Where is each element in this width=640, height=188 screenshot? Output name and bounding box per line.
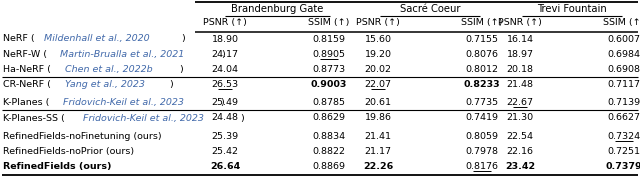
Text: K-Planes-SS (: K-Planes-SS ( xyxy=(3,114,65,123)
Text: 26.53: 26.53 xyxy=(211,80,239,89)
Text: PSNR (↑): PSNR (↑) xyxy=(356,18,400,27)
Text: 26.64: 26.64 xyxy=(210,162,240,171)
Text: 0.8822: 0.8822 xyxy=(312,147,346,156)
Text: 25.39: 25.39 xyxy=(211,132,239,141)
Text: 0.8629: 0.8629 xyxy=(312,114,346,123)
Text: 18.97: 18.97 xyxy=(506,50,534,59)
Text: Chen et al., 2022b: Chen et al., 2022b xyxy=(65,65,153,74)
Text: PSNR (↑): PSNR (↑) xyxy=(498,18,542,27)
Text: 20.02: 20.02 xyxy=(365,65,392,74)
Text: 0.8773: 0.8773 xyxy=(312,65,346,74)
Text: RefinedFields-noPrior (ours): RefinedFields-noPrior (ours) xyxy=(3,147,134,156)
Text: NeRF (: NeRF ( xyxy=(3,35,35,43)
Text: 22.26: 22.26 xyxy=(363,162,393,171)
Text: 20.18: 20.18 xyxy=(506,65,534,74)
Text: NeRF-W (: NeRF-W ( xyxy=(3,50,47,59)
Text: Ha-NeRF (: Ha-NeRF ( xyxy=(3,65,51,74)
Text: 22.67: 22.67 xyxy=(506,98,534,107)
Text: 0.7324: 0.7324 xyxy=(607,132,640,141)
Text: 0.7139: 0.7139 xyxy=(607,98,640,107)
Text: Fridovich-Keil et al., 2023: Fridovich-Keil et al., 2023 xyxy=(63,98,184,107)
Text: 19.20: 19.20 xyxy=(365,50,392,59)
Text: Trevi Fountain: Trevi Fountain xyxy=(537,4,607,14)
Text: 0.7735: 0.7735 xyxy=(465,98,499,107)
Text: RefinedFields (ours): RefinedFields (ours) xyxy=(3,162,111,171)
Text: Martin-Brualla et al., 2021: Martin-Brualla et al., 2021 xyxy=(60,50,184,59)
Text: 0.8233: 0.8233 xyxy=(464,80,500,89)
Text: 0.8905: 0.8905 xyxy=(312,50,346,59)
Text: ): ) xyxy=(181,35,185,43)
Text: 22.54: 22.54 xyxy=(506,132,534,141)
Text: 0.8159: 0.8159 xyxy=(312,35,346,43)
Text: 22.07: 22.07 xyxy=(365,80,392,89)
Text: 0.9003: 0.9003 xyxy=(311,80,347,89)
Text: 0.8834: 0.8834 xyxy=(312,132,346,141)
Text: 0.8012: 0.8012 xyxy=(465,65,499,74)
Text: 18.90: 18.90 xyxy=(211,35,239,43)
Text: 0.8785: 0.8785 xyxy=(312,98,346,107)
Text: 25.42: 25.42 xyxy=(211,147,239,156)
Text: 0.6984: 0.6984 xyxy=(607,50,640,59)
Text: 0.6908: 0.6908 xyxy=(607,65,640,74)
Text: 0.7419: 0.7419 xyxy=(465,114,499,123)
Text: 24.04: 24.04 xyxy=(211,65,239,74)
Text: 0.7117: 0.7117 xyxy=(607,80,640,89)
Text: 21.30: 21.30 xyxy=(506,114,534,123)
Text: 0.6627: 0.6627 xyxy=(607,114,640,123)
Text: 21.48: 21.48 xyxy=(506,80,534,89)
Text: ): ) xyxy=(179,65,183,74)
Text: 0.8059: 0.8059 xyxy=(465,132,499,141)
Text: ): ) xyxy=(240,114,244,123)
Text: Fridovich-Keil et al., 2023: Fridovich-Keil et al., 2023 xyxy=(83,114,204,123)
Text: RefinedFields-noFinetuning (ours): RefinedFields-noFinetuning (ours) xyxy=(3,132,162,141)
Text: SSIM (↑): SSIM (↑) xyxy=(308,18,349,27)
Text: 25.49: 25.49 xyxy=(211,98,239,107)
Text: ): ) xyxy=(169,80,173,89)
Text: 0.7155: 0.7155 xyxy=(465,35,499,43)
Text: ): ) xyxy=(220,98,224,107)
Text: 0.6007: 0.6007 xyxy=(607,35,640,43)
Text: CR-NeRF (: CR-NeRF ( xyxy=(3,80,51,89)
Text: 24.17: 24.17 xyxy=(211,50,239,59)
Text: 0.7978: 0.7978 xyxy=(465,147,499,156)
Text: 21.41: 21.41 xyxy=(365,132,392,141)
Text: 0.8076: 0.8076 xyxy=(465,50,499,59)
Text: 0.7251: 0.7251 xyxy=(607,147,640,156)
Text: Sacré Coeur: Sacré Coeur xyxy=(400,4,460,14)
Text: SSIM (↑): SSIM (↑) xyxy=(604,18,640,27)
Text: 19.86: 19.86 xyxy=(365,114,392,123)
Text: 24.48: 24.48 xyxy=(211,114,239,123)
Text: 15.60: 15.60 xyxy=(365,35,392,43)
Text: Mildenhall et al., 2020: Mildenhall et al., 2020 xyxy=(44,35,150,43)
Text: Brandenburg Gate: Brandenburg Gate xyxy=(231,4,323,14)
Text: 0.7379: 0.7379 xyxy=(605,162,640,171)
Text: Yang et al., 2023: Yang et al., 2023 xyxy=(65,80,145,89)
Text: 22.16: 22.16 xyxy=(506,147,534,156)
Text: 16.14: 16.14 xyxy=(506,35,534,43)
Text: 0.8869: 0.8869 xyxy=(312,162,346,171)
Text: 20.61: 20.61 xyxy=(365,98,392,107)
Text: SSIM (↑): SSIM (↑) xyxy=(461,18,502,27)
Text: PSNR (↑): PSNR (↑) xyxy=(203,18,247,27)
Text: 23.42: 23.42 xyxy=(505,162,535,171)
Text: 21.17: 21.17 xyxy=(365,147,392,156)
Text: 0.8176: 0.8176 xyxy=(465,162,499,171)
Text: ): ) xyxy=(221,50,225,59)
Text: K-Planes (: K-Planes ( xyxy=(3,98,49,107)
